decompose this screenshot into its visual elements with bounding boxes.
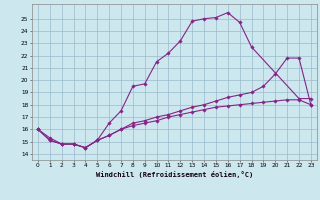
- X-axis label: Windchill (Refroidissement éolien,°C): Windchill (Refroidissement éolien,°C): [96, 171, 253, 178]
